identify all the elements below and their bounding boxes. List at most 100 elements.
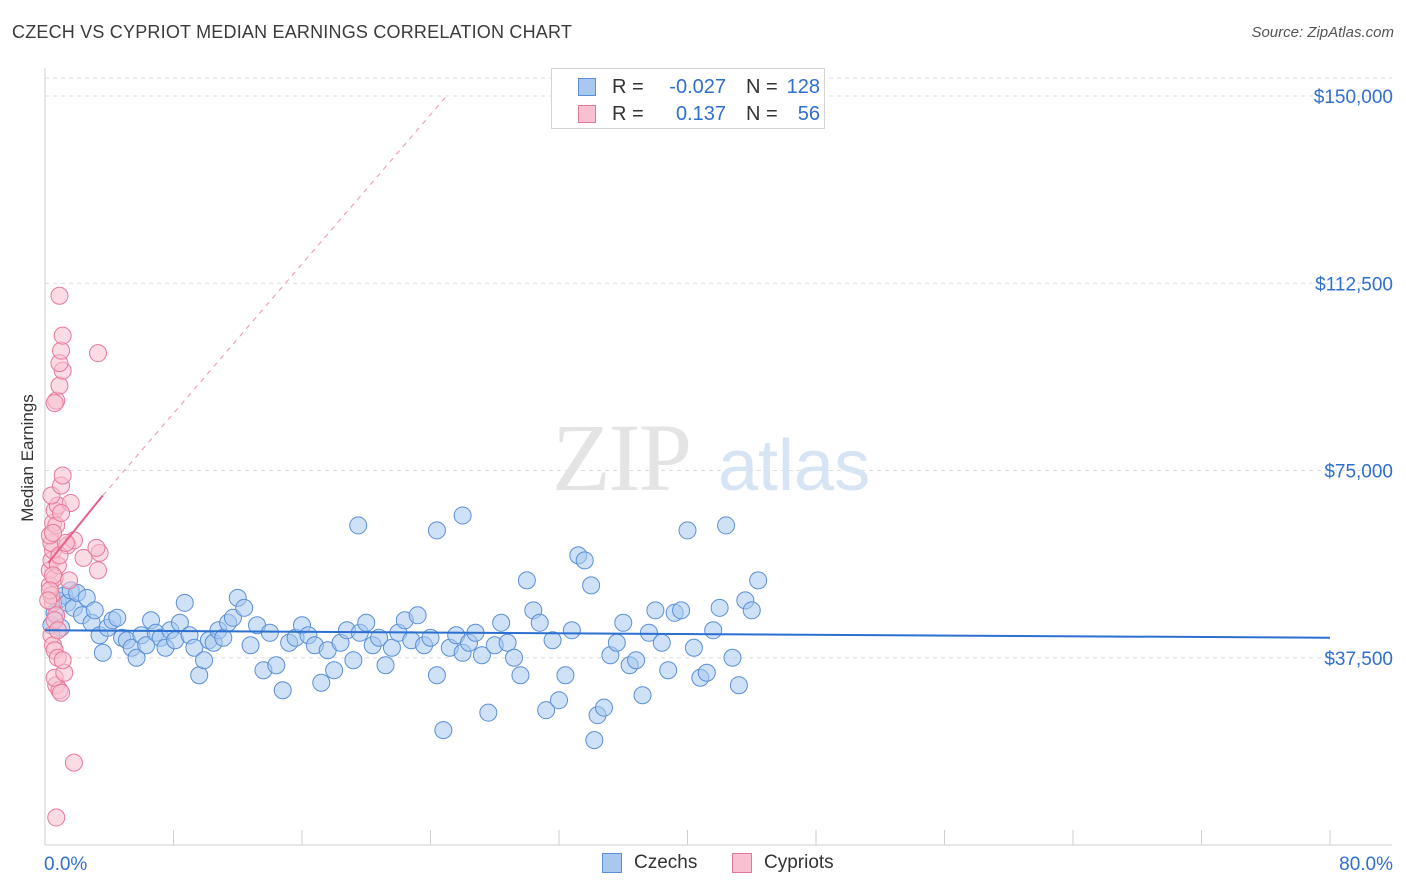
cypriot-point [50,286,69,305]
cypriot-point [44,523,63,542]
czech-point [710,598,729,617]
czech-point [672,601,691,620]
czech-point [530,613,549,632]
trend-lines [44,95,1331,639]
czech-points [42,506,768,750]
czech-point [607,633,626,652]
czech-point [585,731,604,750]
czech-point [729,676,748,695]
czech-point [562,621,581,640]
legend-n-value: 128 [786,75,820,98]
legend-row-czechs: R = -0.027 N = 128 [578,76,820,98]
czech-point [723,648,742,667]
legend-r-value: 0.137 [675,102,726,125]
czech-point [273,681,292,700]
source-label: Source: ZipAtlas.com [1251,24,1394,41]
czech-point [659,661,678,680]
legend-n-label: N = [746,75,778,98]
czech-point [267,656,286,675]
czech-point [427,521,446,540]
y-tick-label: $112,500 [1315,274,1393,295]
czech-point [742,601,761,620]
cypriot-point [45,394,64,413]
czech-point [175,593,194,612]
cypriot-point [39,591,58,610]
czech-point [505,648,524,667]
czech-point [697,663,716,682]
czech-point [652,633,671,652]
czech-point [195,651,214,670]
czech-trend-line [44,629,1331,639]
legend-swatch-czechs [602,853,622,873]
legend-label-cypriots: Cypriots [764,852,834,873]
y-tick-label: $150,000 [1314,87,1393,108]
czech-point [678,521,697,540]
cypriot-point [47,808,66,827]
czech-point [434,721,453,740]
cypriot-point [44,566,63,585]
czech-point [185,638,204,657]
legend-n-label: N = [746,102,778,125]
czech-point [704,621,723,640]
czech-point [511,666,530,685]
czech-point [684,638,703,657]
cypriot-point [50,376,69,395]
czech-point [223,608,242,627]
gridlines [45,77,1392,659]
czech-point [93,643,112,662]
y-tick-label: $37,500 [1324,649,1393,670]
czech-point [543,631,562,650]
cypriot-point [89,344,108,363]
czech-point [550,691,568,710]
czech-point [137,636,156,655]
czech-point [312,673,331,692]
czech-point [517,571,536,590]
cypriot-point [53,466,72,485]
legend-r-label: R = [612,75,644,98]
cypriot-trend-line [47,494,104,564]
czech-point [382,638,401,657]
czech-point [85,601,104,620]
cypriot-point [60,571,79,590]
legend-swatch-czechs [578,78,596,96]
czech-point [349,516,368,535]
czech-point [190,666,209,685]
cypriot-point [74,548,93,567]
legend-swatch-cypriots [732,853,752,873]
czech-point [556,666,575,685]
czech-point [749,571,768,590]
czech-point [241,636,260,655]
legend-r-label: R = [612,102,644,125]
chart-title: CZECH VS CYPRIOT MEDIAN EARNINGS CORRELA… [12,22,573,42]
x-tick-label: 80.0% [1339,854,1393,875]
cypriot-point [89,561,108,580]
czech-point [575,551,594,570]
cypriot-point [53,651,72,670]
legend-row-cypriots: R = 0.137 N = 56 [578,103,820,125]
watermark-zip: ZIP [552,404,690,511]
axes [44,68,1392,846]
czech-point [108,608,127,627]
czech-point [582,576,601,595]
czech-point [344,651,363,670]
czech-point [614,613,633,632]
czech-point [370,628,389,647]
czech-point [127,648,146,667]
czech-point [472,646,491,665]
watermark-atlas: atlas [718,426,870,506]
y-axis-label: Median Earnings [18,394,37,522]
x-tick-label: 0.0% [44,854,87,875]
legend-item-cypriots[interactable]: Cypriots [732,852,834,874]
legend-r-value: -0.027 [669,75,726,98]
legend-swatch-cypriots [578,105,596,123]
czech-point [357,613,376,632]
axis-tick-labels: $37,500 $75,000 $112,500 $150,000 0.0% 80.0% [44,87,1393,875]
correlation-legend: R = -0.027 N = 128 R = 0.137 N = 56 [551,68,825,129]
cypriot-point [64,753,83,772]
czech-point [633,686,652,705]
series-legend: Czechs Cypriots [0,852,1406,876]
cypriot-trend-extension [102,95,447,496]
legend-item-czechs[interactable]: Czechs [602,852,697,874]
czech-point [235,598,254,617]
